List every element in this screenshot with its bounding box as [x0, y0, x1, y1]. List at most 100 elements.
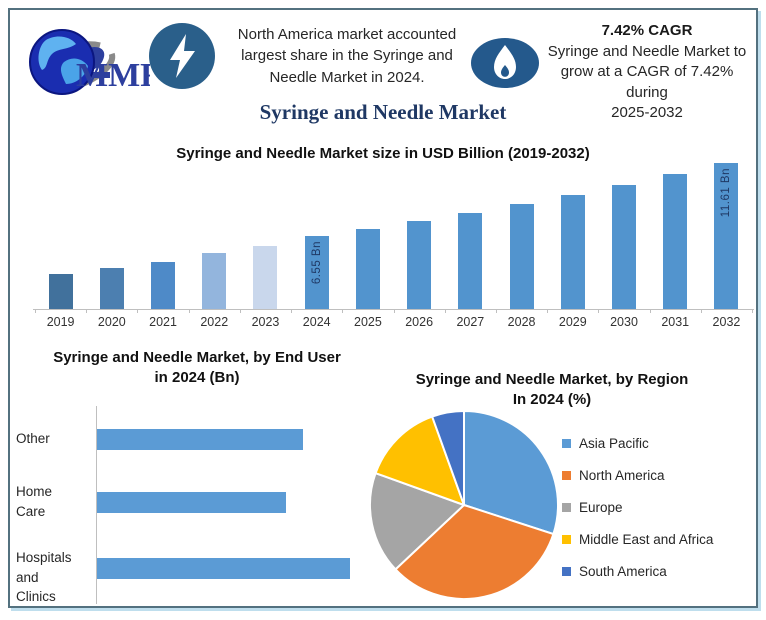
- legend-label: Europe: [579, 500, 623, 515]
- flame-badge: [471, 38, 539, 88]
- cagr-body-text: Syringe and Needle Market to grow at a C…: [547, 43, 747, 122]
- x-label-2032: 2032: [712, 315, 741, 329]
- legend-label: South America: [579, 564, 667, 579]
- bar-column-2019: [35, 163, 86, 309]
- axis-tick: [495, 309, 497, 313]
- x-label-2027: 2027: [456, 315, 485, 329]
- logo-brand-text: MMR: [76, 57, 150, 94]
- bar-column-2021: [137, 163, 188, 309]
- bar-2024: 6.55 Bn: [304, 236, 329, 309]
- legend-label: North America: [579, 468, 665, 483]
- bar-2020: [99, 268, 124, 309]
- x-label-2024: 2024: [302, 315, 331, 329]
- lightning-badge: [149, 23, 215, 89]
- bar-2032: 11.61 Bn: [714, 163, 739, 309]
- axis-tick: [35, 309, 36, 313]
- bar-column-2022: [189, 163, 240, 309]
- axis-tick: [86, 309, 88, 313]
- legend-swatch-icon: [562, 471, 571, 480]
- axis-tick: [444, 309, 446, 313]
- bar-column-2031: [650, 163, 701, 309]
- bar-2022: [202, 253, 227, 309]
- axis-tick: [291, 309, 293, 313]
- bar-2028: [509, 204, 534, 309]
- cagr-callout: 7.42% CAGR Syringe and Needle Market to …: [538, 22, 756, 124]
- page-title: Syringe and Needle Market: [259, 100, 507, 124]
- legend-item: Middle East and Africa: [562, 532, 713, 547]
- pie-legend: Asia Pacific North America Europe Middle Ea…: [562, 436, 713, 579]
- x-label-2020: 2020: [97, 315, 126, 329]
- pie-slice-middle-east-and-africa: [374, 415, 466, 507]
- axis-tick: [188, 309, 190, 313]
- region-pie-chart: Syringe and Needle Market, by Region In …: [362, 362, 756, 608]
- x-label-2019: 2019: [46, 315, 75, 329]
- bar-value-label: 6.55 Bn: [310, 241, 323, 285]
- end-user-chart-title: Syringe and Needle Market, by End User i…: [53, 349, 341, 387]
- axis-tick: [649, 309, 651, 313]
- market-size-bar-chart: 6.55 Bn 11.61 Bn 2019 2020 2021 2022 2023 2024…: [33, 163, 754, 333]
- bar-column-2026: [394, 163, 445, 309]
- bar-column-2027: [445, 163, 496, 309]
- legend-item: North America: [562, 468, 713, 483]
- bar-2030: [612, 185, 637, 309]
- x-label-2021: 2021: [149, 315, 177, 329]
- legend-item: Asia Pacific: [562, 436, 713, 451]
- axis-tick: [752, 309, 753, 313]
- headline-north-america: North America market accounted largest s…: [237, 26, 457, 86]
- legend-swatch-icon: [562, 503, 571, 512]
- region-chart-title: Syringe and Needle Market, by Region In …: [415, 371, 689, 409]
- legend-swatch-icon: [562, 535, 571, 544]
- x-label-2025: 2025: [354, 315, 382, 329]
- axis-tick: [547, 309, 549, 313]
- pie-slice-asia-pacific: [463, 410, 559, 536]
- x-label-2023: 2023: [251, 315, 280, 329]
- end-user-bar-chart: Syringe and Needle Market, by End User i…: [16, 348, 370, 604]
- bar-home-care: [97, 492, 286, 513]
- bar-other: [97, 429, 303, 450]
- mmr-logo: MMR: [20, 29, 150, 95]
- axis-tick: [598, 309, 600, 313]
- legend-swatch-icon: [562, 439, 571, 448]
- axis-tick: [700, 309, 702, 313]
- x-label-2031: 2031: [661, 315, 690, 329]
- legend-item: Europe: [562, 500, 713, 515]
- bar-2029: [560, 195, 585, 309]
- y-axis-line: [96, 406, 97, 604]
- bar-column-2029: [547, 163, 598, 309]
- cagr-heading: 7.42% CAGR: [601, 22, 693, 39]
- legend-swatch-icon: [562, 567, 571, 576]
- flame-icon: [494, 45, 516, 79]
- x-label-2026: 2026: [405, 315, 434, 329]
- bar-hospitals-and-clinics: [97, 558, 350, 579]
- bar-2023: [253, 246, 278, 309]
- pie: [369, 410, 559, 600]
- bar-column-2024: 6.55 Bn: [291, 163, 342, 309]
- bar-2031: [663, 174, 688, 309]
- bar-column-2020: [86, 163, 137, 309]
- bar-column-2023: [240, 163, 291, 309]
- end-user-plot: Other Home Care Hospitals and Clinics: [16, 406, 370, 604]
- bar-2025: [355, 229, 380, 309]
- legend-label: Asia Pacific: [579, 436, 649, 451]
- bar-column-2032: 11.61 Bn: [701, 163, 752, 309]
- x-label-2022: 2022: [200, 315, 229, 329]
- bar-2021: [151, 262, 176, 309]
- bar-value-label: 11.61 Bn: [720, 168, 733, 218]
- axis-tick: [342, 309, 344, 313]
- legend-label: Middle East and Africa: [579, 532, 714, 547]
- lightning-bolt-icon: [170, 34, 195, 78]
- bar-2027: [458, 213, 483, 309]
- market-size-chart-title: Syringe and Needle Market size in USD Bi…: [176, 145, 590, 162]
- bar-column-2025: [342, 163, 393, 309]
- x-label-2028: 2028: [507, 315, 536, 329]
- bar-2026: [407, 221, 432, 309]
- bar-column-2028: [496, 163, 547, 309]
- x-axis-labels: 2019 2020 2021 2022 2023 2024 2025 2026 2027 2028…: [35, 315, 752, 329]
- bar-series: 6.55 Bn 11.61 Bn: [35, 163, 752, 309]
- bar-2019: [48, 274, 73, 309]
- pie-slice-south-america: [430, 410, 465, 506]
- axis-tick: [137, 309, 139, 313]
- axis-tick: [393, 309, 395, 313]
- infographic-frame: MMR North America market accounted large…: [8, 8, 758, 608]
- legend-item: South America: [562, 564, 713, 579]
